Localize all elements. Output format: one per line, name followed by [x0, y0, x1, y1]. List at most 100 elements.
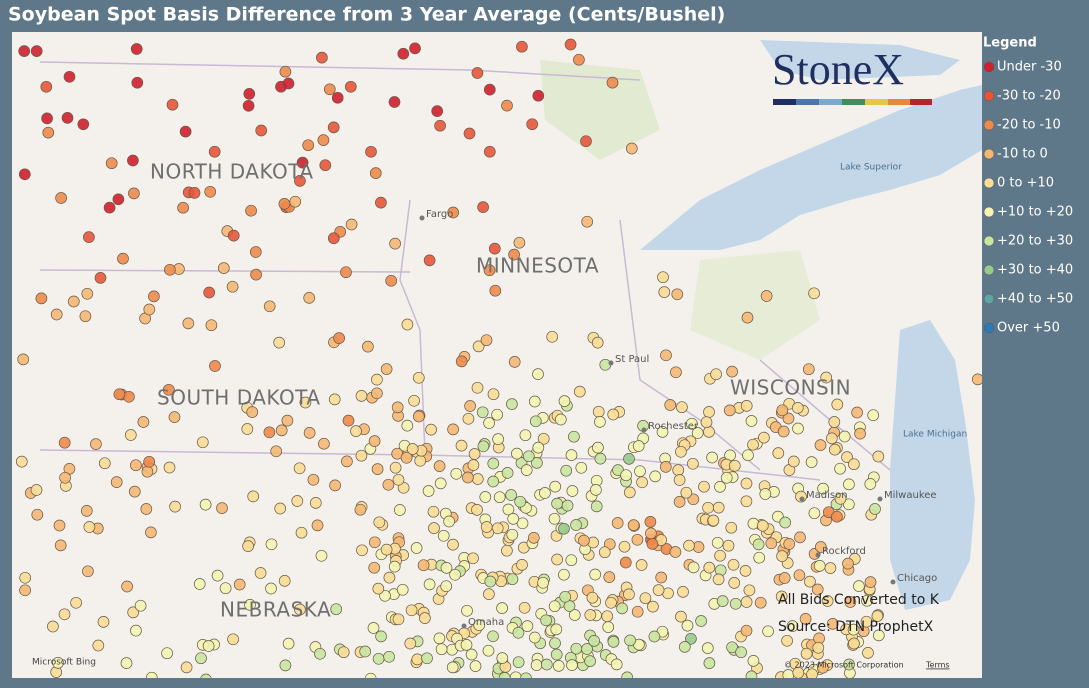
note: All Bids Converted to K — [778, 592, 940, 608]
bid-dot — [382, 478, 395, 491]
bid-dot — [551, 553, 563, 566]
bid-dot — [516, 559, 528, 571]
bid-dot — [369, 167, 382, 179]
bid-dot — [263, 426, 276, 439]
bid-dot — [447, 538, 459, 551]
bid-dot — [342, 414, 355, 427]
bid-dot — [79, 310, 92, 323]
bid-dot — [242, 540, 254, 552]
bid-dot — [568, 430, 580, 443]
city-label: Omaha — [468, 617, 504, 628]
legend-swatch — [983, 90, 995, 102]
bid-dot — [834, 492, 847, 505]
bid-dot — [864, 576, 877, 588]
bid-dot — [373, 516, 386, 529]
bid-dot — [508, 248, 520, 261]
bid-dot — [607, 408, 620, 421]
bid-dot — [811, 583, 824, 596]
bid-dot — [570, 642, 583, 655]
bid-dot — [527, 532, 540, 544]
bid-dot — [143, 303, 156, 316]
bid-dot — [825, 432, 838, 445]
bid-dot — [532, 441, 545, 454]
bid-dot — [632, 440, 645, 452]
bid-dot — [606, 76, 619, 89]
bid-dot — [148, 290, 160, 303]
bid-dot — [496, 602, 508, 614]
bid-dot — [620, 469, 632, 482]
bid-dot — [226, 280, 239, 293]
bid-dot — [295, 526, 308, 539]
bid-dot — [782, 412, 795, 425]
bid-dot — [137, 416, 150, 428]
bid-dot — [794, 531, 806, 544]
legend-label: Under -30 — [997, 60, 1062, 75]
map: NORTH DAKOTA MINNESOTA SOUTH DAKOTA WISCONS… — [12, 32, 982, 678]
city-label: Rochester — [648, 421, 699, 432]
bid-dot — [19, 571, 32, 584]
bid-dot — [847, 623, 860, 636]
bid-dot — [319, 159, 332, 172]
bid-dot — [554, 413, 567, 426]
bid-dot — [180, 661, 193, 674]
city-label: Chicago — [897, 573, 937, 584]
bid-dot — [340, 266, 352, 279]
bid-dot — [834, 462, 846, 475]
bid-dot — [518, 601, 531, 614]
bid-dot — [58, 608, 71, 621]
bid-dot — [434, 477, 447, 490]
bid-dot — [777, 425, 790, 438]
city-label: Rockford — [822, 546, 866, 557]
logo-bar — [773, 99, 932, 105]
lake-label: Lake Superior — [840, 163, 902, 173]
bid-dot — [506, 573, 519, 586]
bid-dot — [400, 451, 413, 464]
bid-dot — [828, 416, 841, 428]
bid-dot — [392, 473, 405, 486]
bid-dot — [83, 521, 96, 533]
bid-dot — [246, 406, 259, 418]
bid-dot — [791, 402, 804, 414]
bid-dot — [97, 616, 110, 628]
bid-dot — [193, 578, 206, 590]
bid-dot — [61, 112, 74, 124]
bid-dot — [775, 590, 788, 603]
bid-dot — [745, 415, 758, 427]
bid-dot — [799, 613, 812, 625]
bid-dot — [971, 373, 982, 386]
bid-dot — [294, 603, 306, 616]
bid-dot — [17, 353, 30, 366]
bid-dot — [618, 540, 631, 553]
bid-dot — [440, 562, 453, 574]
terms-link[interactable]: Terms — [925, 661, 950, 670]
bid-dot — [355, 390, 368, 402]
bid-dot — [854, 427, 866, 440]
bid-dot — [675, 445, 687, 458]
bid-dot — [561, 499, 574, 512]
bid-dot — [584, 655, 596, 667]
bid-dot — [634, 465, 646, 478]
bid-dot — [506, 528, 519, 541]
lake-label: Lake Michigan — [903, 430, 967, 440]
lake — [760, 40, 960, 80]
bid-dot — [63, 70, 76, 83]
bid-dot — [47, 620, 59, 633]
bid-dot — [848, 458, 860, 471]
bid-dot — [711, 536, 724, 549]
bid-dot — [318, 437, 330, 450]
bid-dot — [408, 394, 420, 407]
bid-dot — [41, 112, 53, 125]
bid-dot — [50, 308, 63, 321]
logo: StoneX — [772, 45, 904, 94]
bid-dot — [507, 513, 520, 525]
bid-dot — [372, 652, 385, 665]
bid-dot — [660, 349, 672, 362]
bid-dot — [550, 623, 563, 636]
bid-dot — [703, 657, 716, 669]
bid-dot — [168, 411, 181, 423]
bid-dot — [657, 271, 669, 284]
bid-dot — [512, 656, 525, 669]
bid-dot — [843, 478, 855, 491]
bid-dot — [631, 605, 644, 618]
bid-dot — [293, 462, 306, 475]
